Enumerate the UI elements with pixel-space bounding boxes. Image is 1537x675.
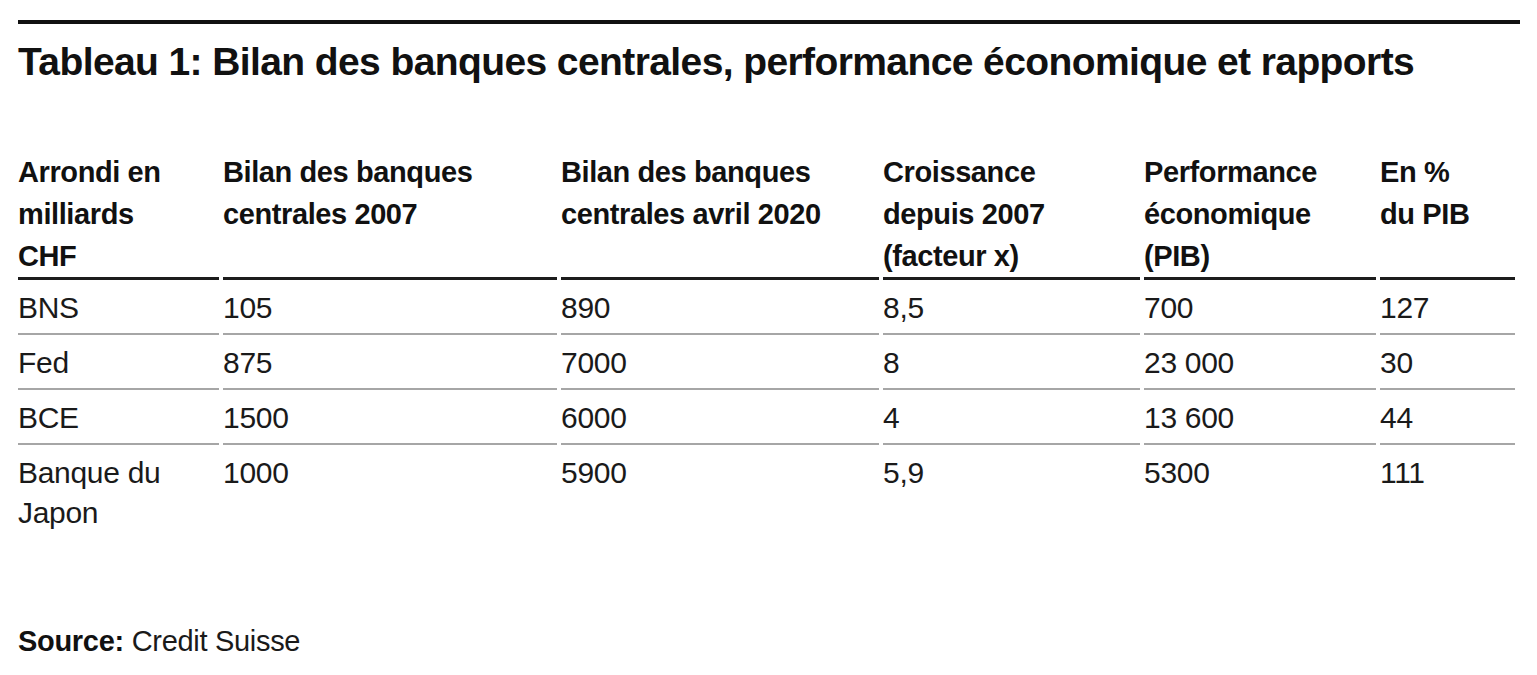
table-cell: 8: [883, 335, 1140, 390]
table-title: Tableau 1: Bilan des banques centrales, …: [18, 39, 1520, 85]
table-cell: 127: [1380, 280, 1515, 335]
table-cell: 700: [1144, 280, 1376, 335]
source-line: Source: Credit Suisse: [18, 624, 1520, 658]
column-header-growth: Croissance depuis 2007 (facteur x): [883, 151, 1140, 280]
table-row-fed: Fed 875 7000 8 23 000 30: [18, 335, 1515, 390]
table-cell: 13 600: [1144, 390, 1376, 445]
row-label: Banque du Japon: [18, 445, 219, 538]
table-row-boj: Banque du Japon 1000 5900 5,9 5300 111: [18, 445, 1515, 538]
column-header-unit: Arrondi en milliards CHF: [18, 151, 219, 280]
header-row: Arrondi en milliards CHF Bilan des banqu…: [18, 151, 1515, 280]
column-header-balance-2007: Bilan des banques centrales 2007: [223, 151, 557, 280]
table-cell: 5,9: [883, 445, 1140, 538]
table-cell: 5900: [561, 445, 879, 538]
table-cell: 7000: [561, 335, 879, 390]
row-label: BCE: [18, 390, 219, 445]
table-cell: 30: [1380, 335, 1515, 390]
table-cell: 6000: [561, 390, 879, 445]
table-cell: 23 000: [1144, 335, 1376, 390]
table-row-bns: BNS 105 890 8,5 700 127: [18, 280, 1515, 335]
row-label: Fed: [18, 335, 219, 390]
table-cell: 105: [223, 280, 557, 335]
table-cell: 875: [223, 335, 557, 390]
table-row-bce: BCE 1500 6000 4 13 600 44: [18, 390, 1515, 445]
table-cell: 4: [883, 390, 1140, 445]
table-cell: 1000: [223, 445, 557, 538]
central-banks-table: Arrondi en milliards CHF Bilan des banqu…: [14, 151, 1519, 538]
row-label: BNS: [18, 280, 219, 335]
column-header-gdp: Performance économique (PIB): [1144, 151, 1376, 280]
table-cell: 890: [561, 280, 879, 335]
table-cell: 8,5: [883, 280, 1140, 335]
table-cell: 1500: [223, 390, 557, 445]
table-cell: 5300: [1144, 445, 1376, 538]
document-page: Tableau 1: Bilan des banques centrales, …: [0, 0, 1537, 675]
source-value: Credit Suisse: [132, 625, 301, 657]
table-cell: 44: [1380, 390, 1515, 445]
source-label: Source:: [18, 625, 124, 657]
column-header-pct-gdp: En % du PIB: [1380, 151, 1515, 280]
column-header-balance-2020: Bilan des banques centrales avril 2020: [561, 151, 879, 280]
top-rule: [18, 20, 1520, 24]
table-cell: 111: [1380, 445, 1515, 538]
